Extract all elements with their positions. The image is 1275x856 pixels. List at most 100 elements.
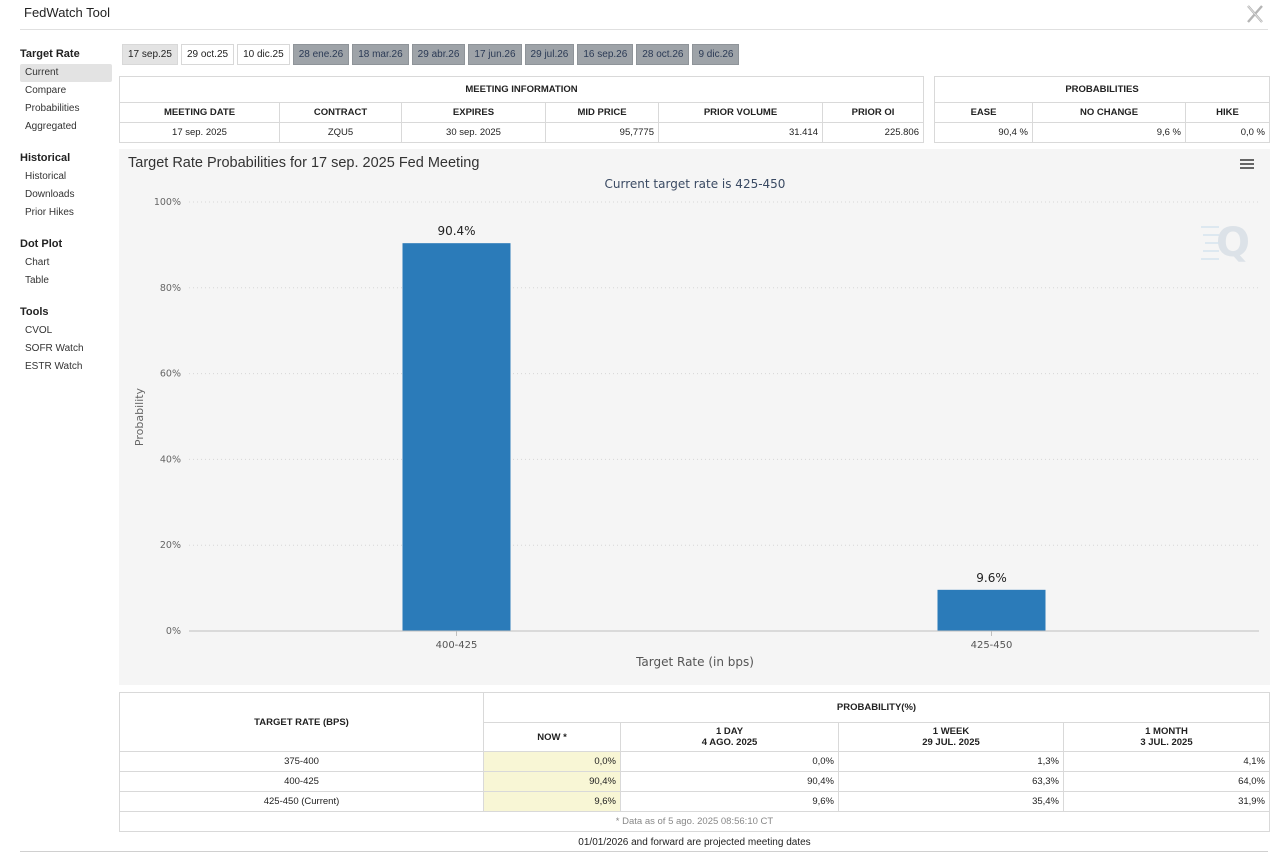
projection-note: 01/01/2026 and forward are projected mee… [578, 837, 811, 848]
watermark-logo-icon: Q [1201, 220, 1250, 266]
title-divider [20, 29, 1268, 30]
value-cell: 31,9% [1063, 791, 1270, 812]
value-cell: 0,0% [620, 751, 839, 772]
no-change-cell: 9,6 % [1032, 122, 1186, 143]
tab-meeting[interactable]: 17 sep.25 [122, 44, 178, 65]
column-header-now: NOW * [483, 722, 621, 752]
y-tick-label: 20% [160, 540, 181, 551]
probability-chart: Target Rate Probabilities for 17 sep. 20… [128, 155, 1259, 669]
meeting-date-cell: 17 sep. 2025 [119, 122, 280, 143]
sidebar-item-sofr-watch[interactable]: SOFR Watch [25, 343, 84, 354]
column-header-1-month: 1 MONTH 3 JUL. 2025 [1063, 722, 1270, 752]
sidebar-group-tools: Tools CVOL SOFR Watch ESTR Watch [20, 302, 112, 376]
y-tick-label: 100% [154, 197, 181, 208]
sidebar-group-historical: Historical Historical Downloads Prior Hi… [20, 148, 112, 222]
rate-cell: 400-425 [119, 771, 484, 792]
tab-meeting[interactable]: 29 oct.25 [180, 44, 235, 65]
y-axis-title: Probability [133, 387, 146, 446]
tab-meeting-projected[interactable]: 29 jul.26 [524, 44, 575, 65]
menu-icon[interactable] [1240, 159, 1254, 169]
column-header-1-week: 1 WEEK 29 JUL. 2025 [838, 722, 1064, 752]
y-tick-label: 40% [160, 454, 181, 465]
column-header: EXPIRES [401, 102, 546, 123]
probabilities-table: PROBABILITIES EASE NO CHANGE HIKE 90,4 %… [934, 76, 1270, 143]
meeting-tabs: 17 sep.25 29 oct.25 10 dic.25 28 ene.26 … [122, 44, 740, 65]
column-header-label: 1 DAY [715, 726, 744, 737]
y-tick-label: 0% [166, 626, 181, 637]
sidebar-item-historical[interactable]: Historical [25, 171, 67, 182]
sidebar-item-compare[interactable]: Compare [25, 85, 67, 96]
value-cell: 9,6% [620, 791, 839, 812]
chart-panel: Target Rate Probabilities for 17 sep. 20… [119, 149, 1270, 685]
column-header: MID PRICE [545, 102, 659, 123]
sidebar-item-probabilities[interactable]: Probabilities [25, 103, 80, 114]
sidebar-item-cvol[interactable]: CVOL [25, 325, 53, 336]
sidebar-group-title: Historical [20, 152, 71, 164]
probability-header: PROBABILITY(%) [483, 692, 1270, 723]
tab-meeting-projected[interactable]: 28 ene.26 [292, 44, 350, 65]
tab-meeting-projected[interactable]: 28 oct.26 [636, 44, 690, 65]
tab-meeting-projected[interactable]: 9 dic.26 [692, 44, 740, 65]
chart-subtitle: Current target rate is 425-450 [605, 177, 786, 191]
sidebar-group-title: Target Rate [20, 48, 80, 60]
table-row: 375-400 0,0% 0,0% 1,3% 4,1% [119, 751, 1270, 772]
sidebar-item-estr-watch[interactable]: ESTR Watch [25, 361, 83, 372]
column-header-date: 3 JUL. 2025 [1140, 737, 1193, 748]
column-header-label: 1 MONTH [1145, 726, 1188, 737]
chart-title: Target Rate Probabilities for 17 sep. 20… [128, 155, 479, 171]
mid-price-cell: 95,7775 [545, 122, 659, 143]
sidebar-item-aggregated[interactable]: Aggregated [25, 121, 77, 132]
table-row: 17 sep. 2025 ZQU5 30 sep. 2025 95,7775 3… [119, 122, 924, 143]
svg-text:Q: Q [1216, 220, 1250, 266]
now-cell: 0,0% [483, 751, 621, 772]
table-row: 400-425 90,4% 90,4% 63,3% 64,0% [119, 771, 1270, 792]
sidebar-item-downloads[interactable]: Downloads [25, 189, 75, 200]
now-cell: 9,6% [483, 791, 621, 812]
sidebar-item-current[interactable]: Current [20, 64, 112, 82]
bar-425-450[interactable] [937, 589, 1046, 631]
column-header: MEETING DATE [119, 102, 280, 123]
column-header-1-day: 1 DAY 4 AGO. 2025 [620, 722, 839, 752]
rate-cell: 425-450 (Current) [119, 791, 484, 812]
tab-meeting-projected[interactable]: 16 sep.26 [577, 44, 634, 65]
title-bar: FedWatch Tool [0, 0, 1275, 30]
data-timestamp-note: * Data as of 5 ago. 2025 08:56:10 CT [119, 812, 1270, 832]
meeting-info-table: MEETING INFORMATION MEETING DATE CONTRAC… [119, 76, 924, 143]
value-cell: 1,3% [838, 751, 1064, 772]
data-label: 9.6% [976, 571, 1007, 585]
column-header: PRIOR VOLUME [658, 102, 823, 123]
sidebar-item-chart[interactable]: Chart [25, 257, 50, 268]
column-header: EASE [934, 102, 1033, 123]
contract-cell: ZQU5 [279, 122, 402, 143]
ease-cell: 90,4 % [934, 122, 1033, 143]
sidebar-group-title: Dot Plot [20, 238, 63, 250]
x-axis-title: Target Rate (in bps) [635, 655, 754, 669]
column-header-label: 1 WEEK [932, 726, 970, 737]
sidebar-group-target-rate: Target Rate Current Compare Probabilitie… [20, 44, 112, 136]
value-cell: 4,1% [1063, 751, 1270, 772]
data-label: 90.4% [437, 224, 475, 238]
x-tick-label: 400-425 [436, 640, 478, 651]
column-header: NO CHANGE [1032, 102, 1186, 123]
table-row: 425-450 (Current) 9,6% 9,6% 35,4% 31,9% [119, 791, 1270, 812]
app-title: FedWatch Tool [24, 5, 110, 20]
close-icon[interactable] [1244, 3, 1266, 25]
footer-divider [20, 851, 1268, 852]
value-cell: 35,4% [838, 791, 1064, 812]
expires-cell: 30 sep. 2025 [401, 122, 546, 143]
probability-distribution-table: TARGET RATE (BPS) PROBABILITY(%) NOW * 1… [119, 692, 1270, 812]
tab-meeting-projected[interactable]: 29 abr.26 [411, 44, 466, 65]
tab-meeting[interactable]: 10 dic.25 [237, 44, 290, 65]
column-header: HIKE [1185, 102, 1270, 123]
tab-meeting-projected[interactable]: 18 mar.26 [352, 44, 409, 65]
target-rate-header: TARGET RATE (BPS) [119, 692, 484, 752]
sidebar: Target Rate Current Compare Probabilitie… [20, 44, 112, 376]
prior-oi-cell: 225.806 [822, 122, 924, 143]
tab-meeting-projected[interactable]: 17 jun.26 [468, 44, 522, 65]
rate-cell: 375-400 [119, 751, 484, 772]
y-tick-label: 60% [160, 369, 181, 380]
column-header-date: 29 JUL. 2025 [922, 737, 980, 748]
sidebar-item-prior-hikes[interactable]: Prior Hikes [25, 207, 74, 218]
sidebar-item-table[interactable]: Table [25, 275, 49, 286]
bar-400-425[interactable] [402, 243, 511, 631]
